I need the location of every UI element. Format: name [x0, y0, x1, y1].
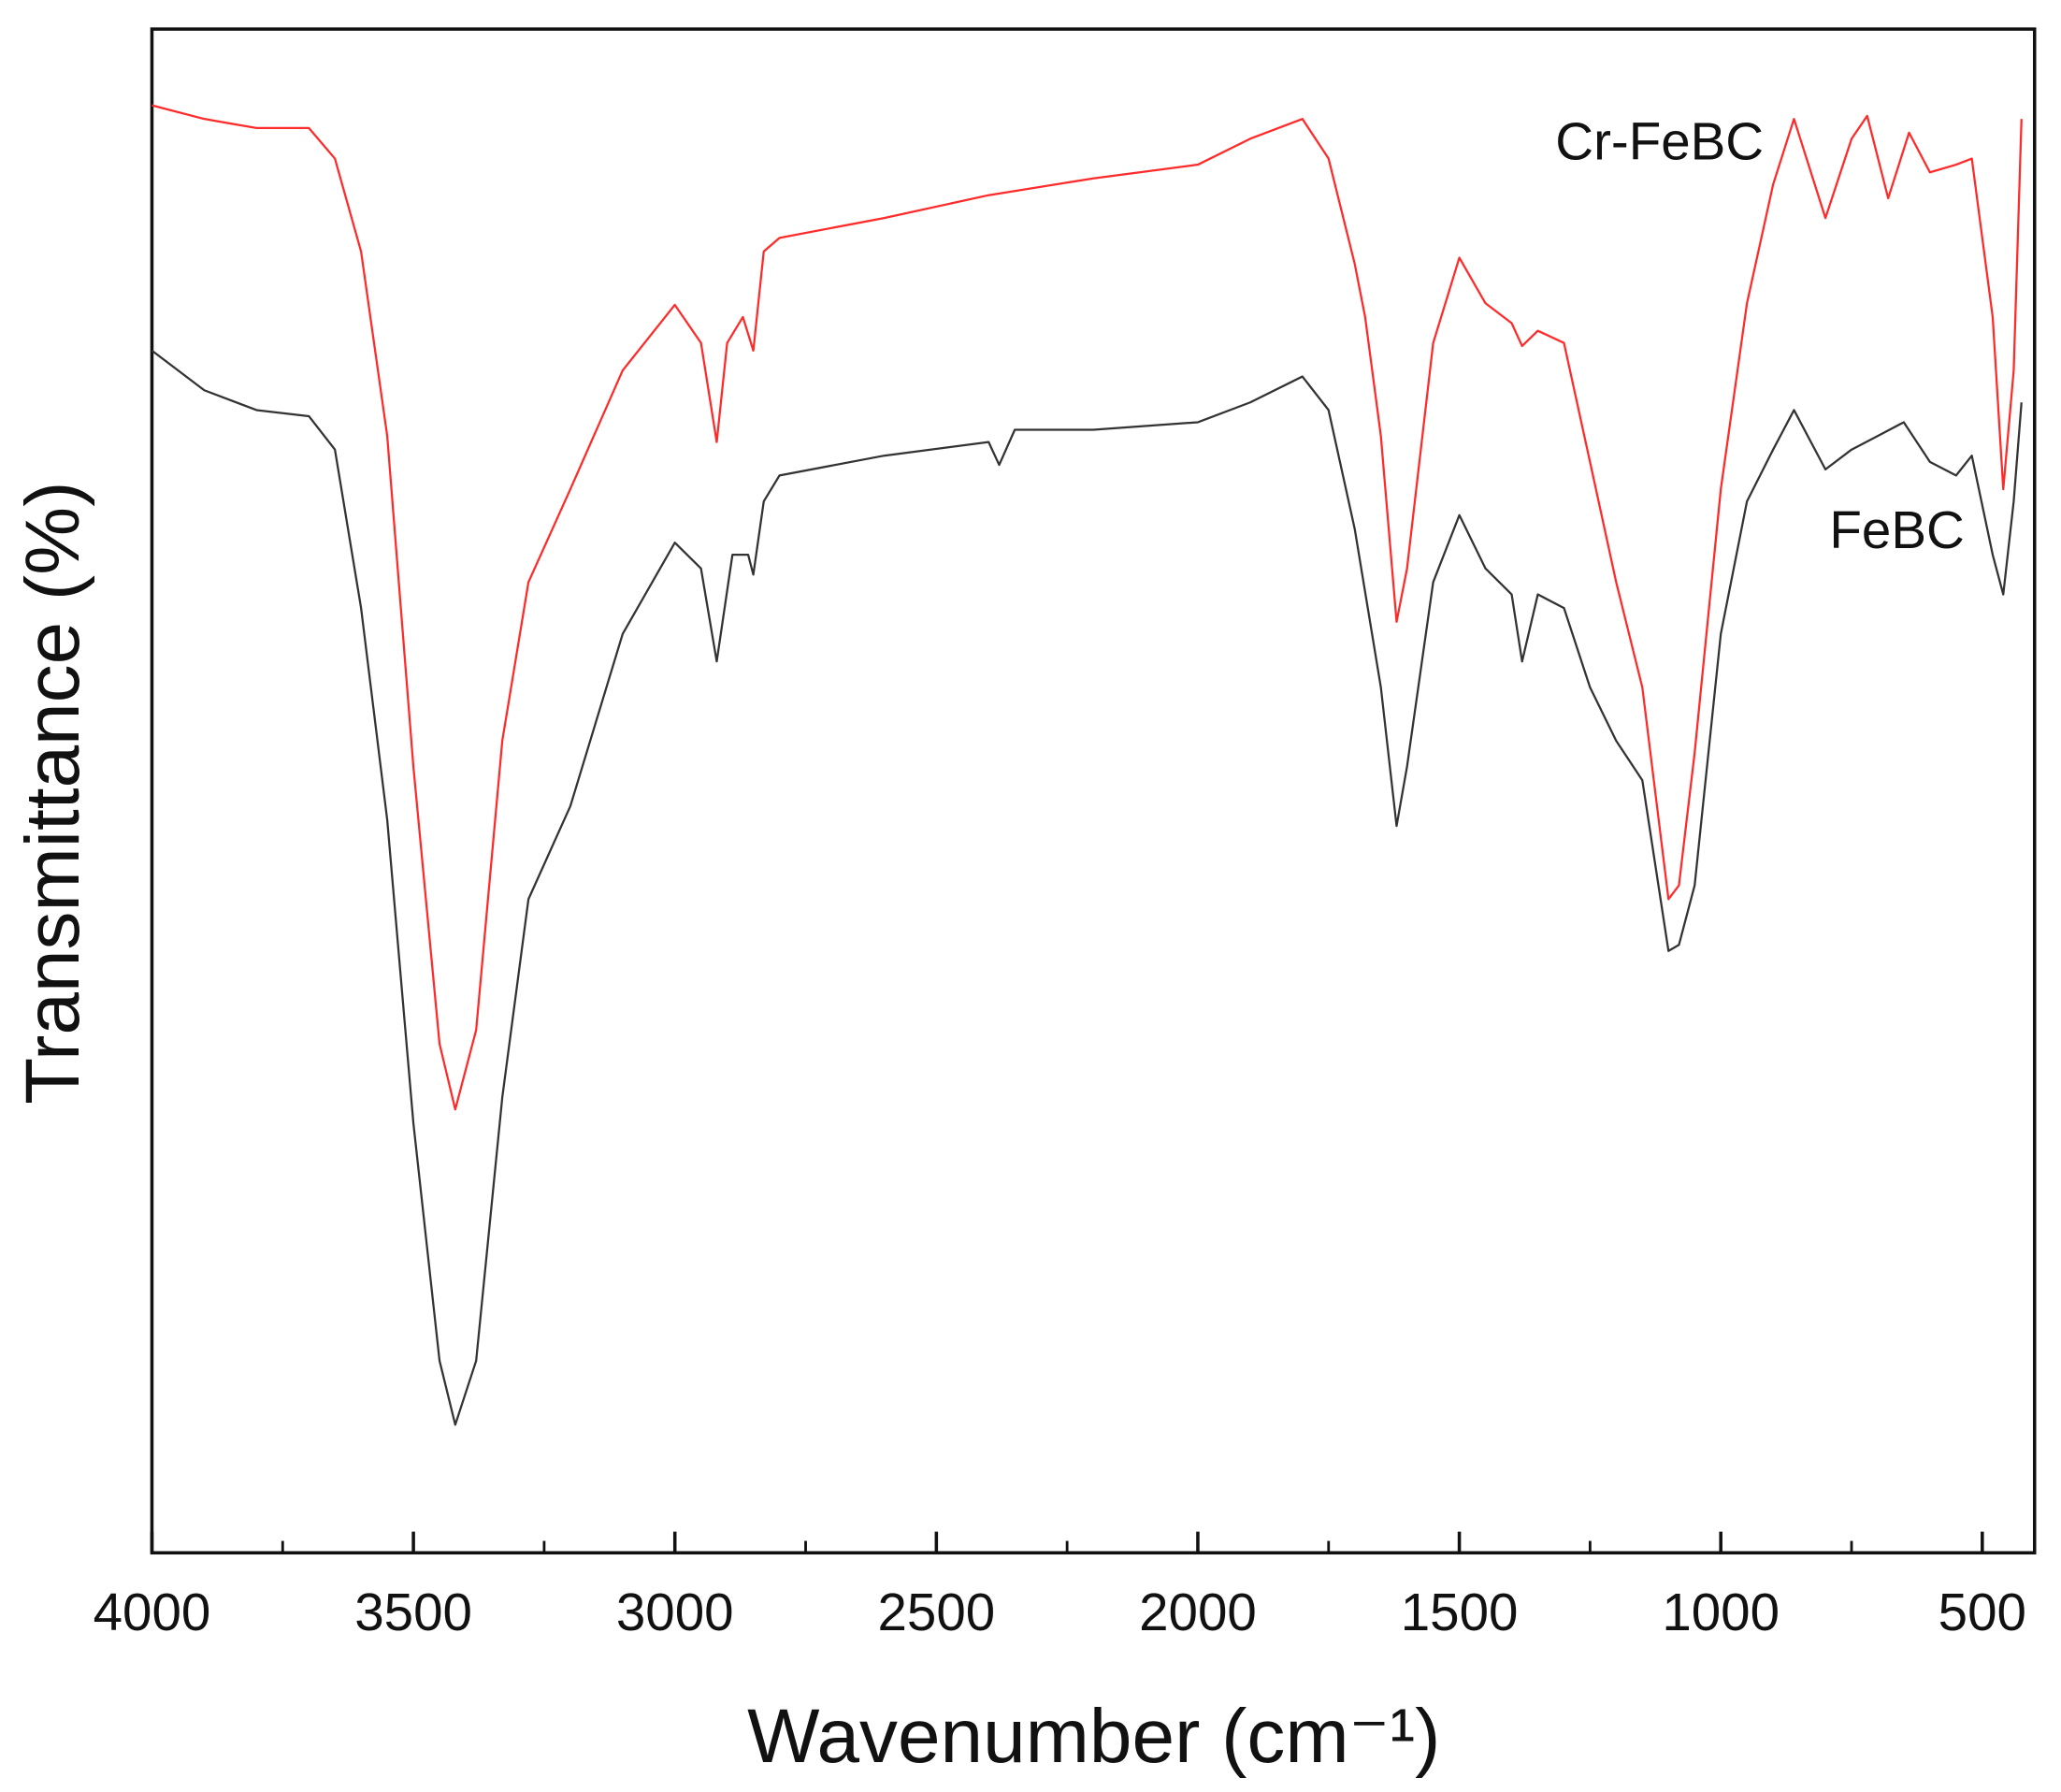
x-tick-label: 2000 — [1139, 1582, 1257, 1641]
series-label: Cr-FeBC — [1555, 111, 1764, 170]
x-axis-label: Wavenumber (cm⁻¹) — [747, 1694, 1440, 1779]
plot-frame — [150, 27, 2037, 1555]
series-label: FeBC — [1829, 500, 1964, 559]
x-tick-label: 1500 — [1401, 1582, 1519, 1641]
x-tick-label: 4000 — [94, 1582, 211, 1641]
x-tick-label: 3000 — [616, 1582, 734, 1641]
x-tick-label: 2500 — [877, 1582, 995, 1641]
x-tick-label: 1000 — [1662, 1582, 1780, 1641]
x-tick-label: 500 — [1938, 1582, 2026, 1641]
spectrum-line — [151, 349, 2023, 1426]
y-axis-label: Transmittance (%) — [10, 482, 95, 1105]
spectrum-line — [151, 104, 2023, 1111]
x-tick-label: 3500 — [354, 1582, 472, 1641]
